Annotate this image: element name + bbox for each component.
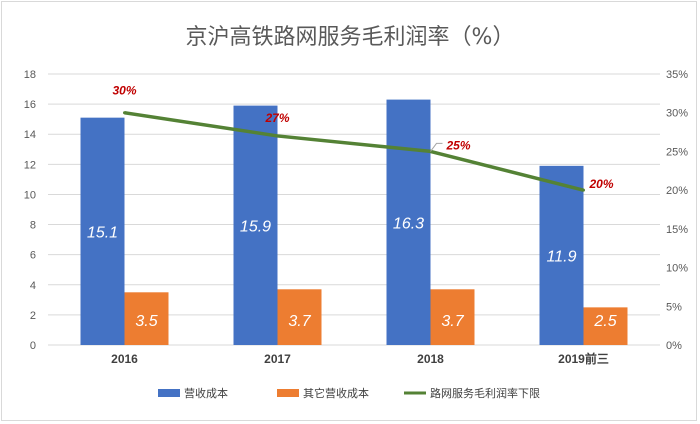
x-tick-label: 2016 xyxy=(111,352,138,366)
bar xyxy=(124,292,169,345)
y2-tick-label: 25% xyxy=(666,146,688,158)
y2-tick-label: 20% xyxy=(666,185,688,197)
y-tick-label: 12 xyxy=(24,159,36,171)
y2-tick-label: 10% xyxy=(666,263,688,275)
bar-data-label: 16.3 xyxy=(393,215,424,232)
y-tick-label: 16 xyxy=(24,99,36,111)
y-tick-label: 14 xyxy=(24,129,36,141)
bar-data-label: 3.7 xyxy=(288,313,311,330)
bar-data-label: 3.5 xyxy=(135,313,157,330)
y2-tick-label: 0% xyxy=(666,340,682,352)
line-data-label: 30% xyxy=(112,84,136,98)
y-tick-label: 4 xyxy=(30,280,36,292)
line-data-label: 25% xyxy=(445,138,470,152)
bar-series: 15.1 3.5 15.9 3.7 16.3 3.7 11.9 2.5 xyxy=(80,99,628,346)
x-tick-label: 2017 xyxy=(264,352,291,366)
bar xyxy=(430,289,475,345)
margin-line xyxy=(124,110,584,192)
y2-tick-label: 35% xyxy=(666,69,688,81)
line-data-label: 20% xyxy=(588,177,613,191)
bar-data-label: 2.5 xyxy=(593,313,616,330)
bar xyxy=(233,105,278,345)
bar-data-label: 15.1 xyxy=(87,224,118,241)
legend-label: 路网服务毛利润率下限 xyxy=(430,386,540,400)
bar xyxy=(583,307,628,345)
y-tick-label: 8 xyxy=(30,220,36,232)
line-point xyxy=(276,134,279,138)
line-series: 30% 27% 25% 20% xyxy=(112,84,614,192)
bar xyxy=(80,117,125,346)
legend-swatch xyxy=(158,389,180,397)
bar-data-label: 15.9 xyxy=(240,218,271,235)
bar xyxy=(277,289,322,345)
right-axis: 0% 5% 10% 15% 20% 25% 30% 35% xyxy=(666,69,688,352)
line-point xyxy=(582,188,585,192)
line-data-label: 27% xyxy=(264,111,289,125)
chart-title: 京沪高铁路网服务毛利润率（%） xyxy=(186,25,515,50)
legend: 营收成本 其它营收成本 路网服务毛利润率下限 xyxy=(158,386,540,400)
legend-label: 营收成本 xyxy=(184,386,228,400)
y2-tick-label: 15% xyxy=(666,224,688,236)
y-tick-label: 0 xyxy=(30,340,36,352)
y-tick-label: 18 xyxy=(24,69,36,81)
left-axis: 0 2 4 6 8 10 12 14 16 18 xyxy=(24,69,36,352)
legend-label: 其它营收成本 xyxy=(303,386,369,400)
line-point xyxy=(123,111,126,115)
x-tick-label: 2018 xyxy=(417,352,444,366)
bar-data-label: 11.9 xyxy=(547,248,577,265)
bar xyxy=(539,165,584,345)
bar-data-label: 3.7 xyxy=(441,313,464,330)
legend-swatch xyxy=(277,389,299,397)
y-tick-label: 2 xyxy=(30,310,36,322)
y-tick-label: 10 xyxy=(24,189,36,201)
category-axis: 2016 2017 2018 2019前三 xyxy=(111,351,609,366)
y2-tick-label: 5% xyxy=(666,301,682,313)
y-tick-label: 6 xyxy=(30,250,36,262)
bar xyxy=(386,99,431,345)
label-leader xyxy=(430,142,443,152)
x-tick-label: 2019前三 xyxy=(558,351,609,366)
y2-tick-label: 30% xyxy=(666,108,688,120)
